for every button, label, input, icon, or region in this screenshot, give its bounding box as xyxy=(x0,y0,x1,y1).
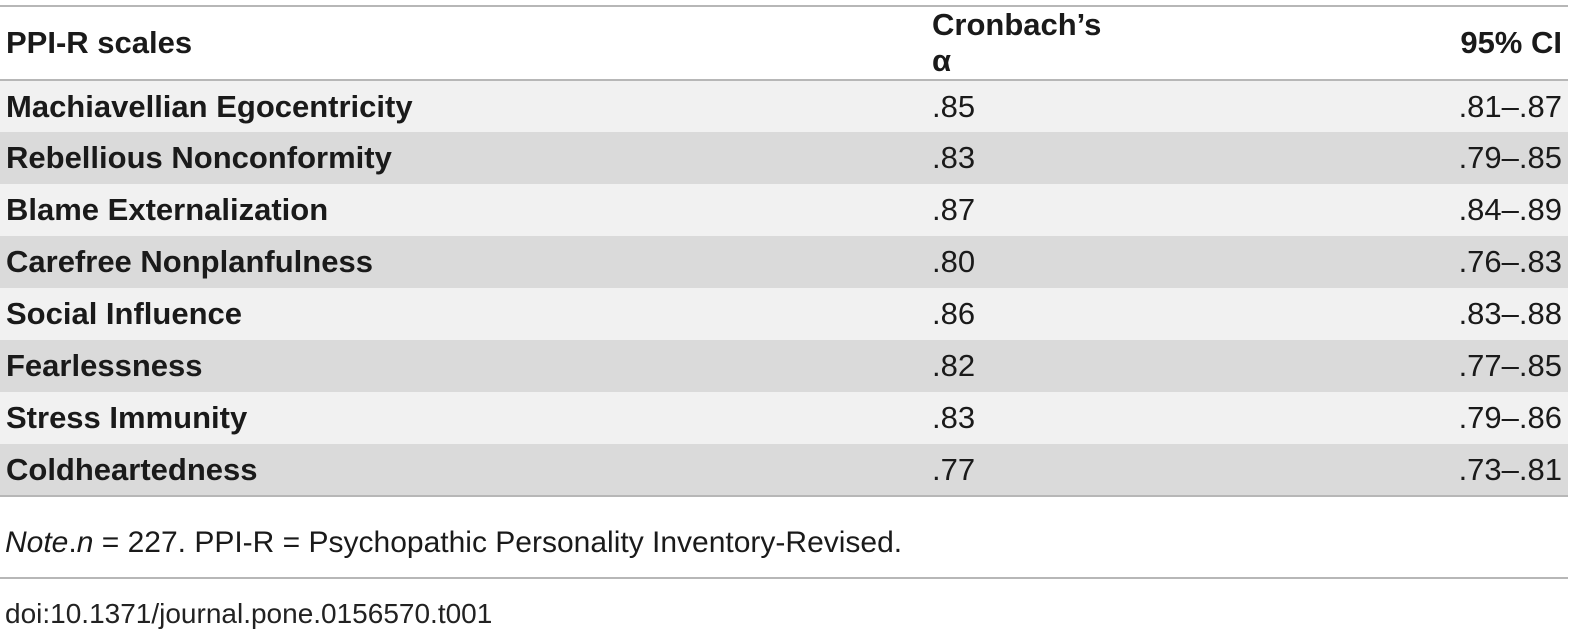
reliability-table: PPI-R scales Cronbach’s α 95% CI Machiav… xyxy=(0,5,1568,497)
alpha-cell: .80 xyxy=(932,244,976,279)
note-text: = 227. PPI-R = Psychopathic Personality … xyxy=(93,526,903,559)
ci-cell: .84–.89 xyxy=(1458,192,1562,227)
table-row: Stress Immunity .83 .79–.86 xyxy=(0,392,1568,444)
scale-name-cell: Blame Externalization xyxy=(6,192,329,227)
table-note: Note.n = 227. PPI-R = Psychopathic Perso… xyxy=(5,526,903,559)
table-row: Blame Externalization .87 .84–.89 xyxy=(0,184,1568,236)
alpha-cell: .82 xyxy=(932,348,976,383)
reliability-table-container: PPI-R scales Cronbach’s α 95% CI Machiav… xyxy=(0,5,1568,497)
ci-cell: .76–.83 xyxy=(1458,244,1562,279)
note-n-label: n xyxy=(76,526,94,559)
ci-cell: .73–.81 xyxy=(1458,451,1562,487)
alpha-cell: .86 xyxy=(932,296,976,331)
alpha-cell: .85 xyxy=(932,88,976,124)
scale-name-cell: Stress Immunity xyxy=(6,400,248,435)
ci-cell: .83–.88 xyxy=(1458,296,1562,331)
header-ppi-r-scales: PPI-R scales xyxy=(6,25,193,60)
alpha-cell: .87 xyxy=(932,192,976,227)
table-header: PPI-R scales Cronbach’s α 95% CI xyxy=(0,6,1568,80)
scale-name-cell: Machiavellian Egocentricity xyxy=(6,88,413,124)
table-row: Social Influence .86 .83–.88 xyxy=(0,288,1568,340)
alpha-cell: .77 xyxy=(932,451,976,487)
header-95-ci: 95% CI xyxy=(1460,25,1562,60)
table-row: Fearlessness .82 .77–.85 xyxy=(0,340,1568,392)
table-row: Coldheartedness .77 .73–.81 xyxy=(0,444,1568,496)
ci-cell: .81–.87 xyxy=(1458,88,1562,124)
alpha-cell: .83 xyxy=(932,400,976,435)
table-row: Machiavellian Egocentricity .85 .81–.87 xyxy=(0,80,1568,132)
ci-cell: .77–.85 xyxy=(1458,348,1562,383)
table-row: Rebellious Nonconformity .83 .79–.85 xyxy=(0,132,1568,184)
table-body: Machiavellian Egocentricity .85 .81–.87 … xyxy=(0,80,1568,496)
scale-name-cell: Carefree Nonplanfulness xyxy=(6,244,373,279)
scale-name-cell: Social Influence xyxy=(6,296,243,331)
scale-name-cell: Fearlessness xyxy=(6,348,203,383)
ci-cell: .79–.85 xyxy=(1458,140,1562,175)
footer-divider xyxy=(0,577,1568,579)
ci-cell: .79–.86 xyxy=(1458,400,1562,435)
table-row: Carefree Nonplanfulness .80 .76–.83 xyxy=(0,236,1568,288)
doi-link[interactable]: doi:10.1371/journal.pone.0156570.t001 xyxy=(5,598,493,629)
header-row: PPI-R scales Cronbach’s α 95% CI xyxy=(0,6,1568,80)
alpha-cell: .83 xyxy=(932,140,976,175)
note-label: Note xyxy=(5,526,69,559)
scale-name-cell: Coldheartedness xyxy=(6,451,258,487)
header-cronbach-alpha: Cronbach’s α xyxy=(932,7,1102,78)
scale-name-cell: Rebellious Nonconformity xyxy=(6,140,392,175)
